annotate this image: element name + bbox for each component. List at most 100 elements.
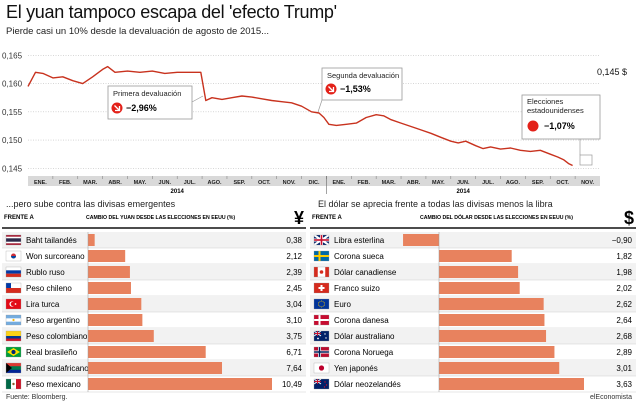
row-label: Dólar neozelandés: [334, 380, 401, 389]
value-label: 2,02: [616, 284, 632, 293]
value-label: 1,82: [616, 252, 632, 261]
flag-border: [5, 298, 22, 310]
value-label: 3,10: [286, 316, 302, 325]
row-label: Dólar australiano: [334, 332, 395, 341]
flag-border: [313, 250, 330, 262]
flag-part: [324, 303, 325, 305]
flag-part: [317, 337, 319, 340]
bar: [88, 346, 206, 358]
source-note: Fuente: Bloomberg.: [6, 394, 68, 401]
table-row-background: [2, 264, 306, 280]
x-tick-label: JUL.: [482, 180, 494, 186]
bar: [88, 266, 130, 278]
flag-japan-icon: [313, 362, 330, 374]
row-label: Rublo ruso: [26, 268, 65, 277]
flag-part: [11, 349, 16, 355]
x-tick-label: AGO.: [506, 180, 521, 186]
value-label: 2,64: [616, 316, 632, 325]
x-tick-label: FEB.: [357, 180, 370, 186]
row-label: Peso colombiano: [26, 332, 88, 341]
page-subtitle: Pierde casi un 10% desde la devaluación …: [6, 26, 270, 37]
x-tick-label: FEB.: [59, 180, 72, 186]
flag-part: [319, 306, 321, 308]
row-label: Rand sudafricano: [26, 364, 89, 373]
column-header: FRENTE A: [312, 215, 342, 221]
flag-part: [324, 333, 326, 335]
flag-part: [6, 270, 21, 274]
flag-part: [6, 273, 21, 277]
flag-colombia-icon: [5, 330, 22, 342]
row-label: Lira turca: [26, 300, 60, 309]
y-tick-label: 0,160: [2, 80, 23, 89]
red-dot-icon: [527, 120, 539, 132]
bar-chart-yuan: FRENTE A CAMBIO DEL YUAN DESDE LAS ELECCI…: [2, 210, 306, 393]
flag-part: [319, 270, 324, 274]
flag-border: [313, 330, 330, 342]
flag-part: [314, 299, 329, 309]
flag-eu-icon: [313, 298, 330, 310]
x-tick-label: MAR.: [382, 180, 397, 186]
table-row-background: [2, 296, 306, 312]
value-label: −0,90: [612, 236, 633, 245]
bar-chart-dollar: FRENTE A CAMBIO DEL DÓLAR DESDE LAS ELECC…: [310, 210, 636, 393]
flag-part: [6, 379, 11, 389]
flag-part: [6, 331, 21, 336]
flag-border: [313, 346, 330, 358]
row-label: Corona Noruega: [334, 348, 394, 357]
flag-border: [313, 234, 330, 246]
flag-part: [321, 306, 322, 308]
section-title-dollar: El dólar se aprecia frente a todas las d…: [318, 199, 553, 209]
flag-border: [5, 378, 22, 390]
value-label: 1,98: [616, 268, 632, 277]
flag-part: [11, 256, 16, 259]
flag-part: [314, 267, 318, 277]
bar: [403, 234, 439, 246]
column-header: FRENTE A: [4, 215, 34, 221]
bar: [88, 298, 142, 310]
flag-part: [6, 363, 12, 373]
x-tick-label: NOV.: [283, 180, 296, 186]
flag-sweden-icon: [313, 250, 330, 262]
flag-part: [314, 379, 329, 389]
flag-part: [318, 315, 321, 325]
bar: [439, 298, 544, 310]
column-header: CAMBIO DEL DÓLAR DESDE LAS ELECCIONES EN…: [420, 213, 573, 221]
flag-part: [6, 363, 21, 367]
value-label: 0,38: [286, 236, 302, 245]
annotation-box: [107, 85, 193, 120]
year-label: 2014: [457, 189, 471, 195]
flag-part: [10, 301, 15, 307]
y-tick-label: 0,155: [2, 108, 23, 117]
table-row-background: [310, 232, 636, 248]
flag-part: [318, 347, 321, 357]
arrow-down-glyph: [328, 86, 335, 93]
arrow-down-glyph: [114, 105, 121, 112]
flag-border: [5, 250, 22, 262]
value-label: 3,04: [286, 300, 302, 309]
annotation-marker: [579, 154, 593, 166]
bar: [439, 330, 547, 342]
annotation-box: [321, 67, 403, 101]
x-tick-label: SEP.: [532, 180, 544, 186]
flag-norway-icon: [313, 346, 330, 358]
bar: [88, 234, 95, 246]
row-label: Real brasileño: [26, 348, 78, 357]
flag-argentina-icon: [5, 314, 22, 326]
flag-part: [14, 303, 17, 305]
annotation-label: estadounidenses: [527, 106, 584, 115]
y-tick-label: 0,165: [2, 51, 23, 60]
flag-border: [5, 362, 22, 374]
flag-part: [6, 267, 21, 271]
flag-part: [6, 238, 21, 242]
flag-part: [325, 267, 329, 277]
x-tick-label: ENE.: [34, 180, 47, 186]
flag-part: [12, 318, 15, 322]
page-title: El yuan tampoco escapa del 'efecto Trump…: [6, 2, 337, 22]
annotation-box: [521, 94, 601, 140]
flag-part: [323, 302, 325, 303]
flag-part: [6, 288, 21, 293]
flag-mexico-icon: [5, 378, 22, 390]
flag-border: [5, 346, 22, 358]
row-label: Peso chileno: [26, 284, 72, 293]
flag-part: [318, 287, 325, 289]
